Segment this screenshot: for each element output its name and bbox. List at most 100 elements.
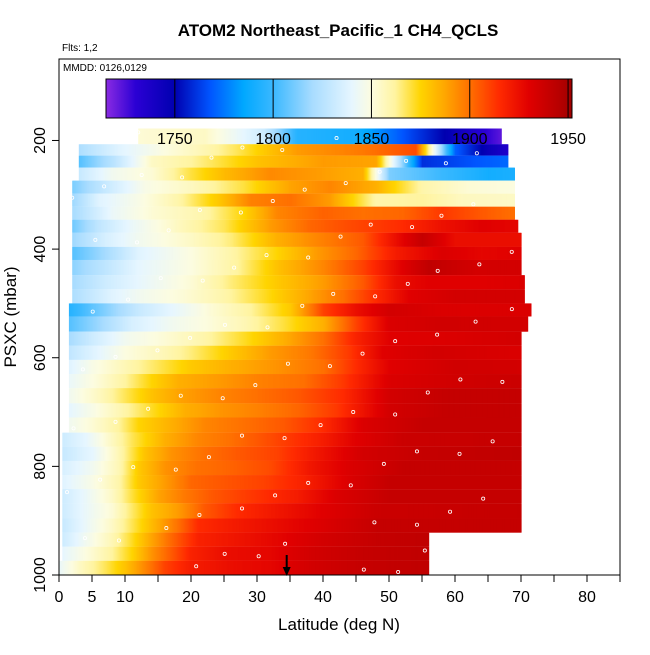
heatmap-cell xyxy=(197,167,199,181)
heatmap-cell xyxy=(172,206,174,220)
heatmap-cell xyxy=(478,155,481,168)
heatmap-cell xyxy=(223,206,225,220)
heatmap-cell xyxy=(103,275,105,290)
heatmap-cell xyxy=(294,246,297,260)
heatmap-cell xyxy=(445,193,448,207)
heatmap-cell xyxy=(104,155,107,168)
heatmap-cell xyxy=(135,167,138,181)
heatmap-cell xyxy=(83,206,85,220)
heatmap-cell xyxy=(488,155,491,168)
heatmap-cell xyxy=(248,219,251,233)
heatmap-cell xyxy=(276,246,279,260)
heatmap-cell xyxy=(81,193,84,207)
heatmap-cell xyxy=(314,259,316,276)
heatmap-cell xyxy=(506,193,509,207)
heatmap-cell xyxy=(210,193,213,207)
heatmap-cell xyxy=(179,193,182,207)
heatmap-cell xyxy=(518,246,520,260)
heatmap-cell xyxy=(300,167,303,181)
heatmap-cell xyxy=(234,144,236,156)
heatmap-cell xyxy=(464,128,466,145)
heatmap-cell xyxy=(182,144,184,156)
heatmap-cell xyxy=(248,259,250,276)
heatmap-cell xyxy=(469,144,471,156)
heatmap-cell xyxy=(368,206,371,220)
heatmap-cell xyxy=(294,155,296,168)
heatmap-cell xyxy=(247,144,249,156)
heatmap-cell xyxy=(452,167,455,181)
heatmap-cell xyxy=(301,232,304,247)
heatmap-cell xyxy=(375,232,378,247)
heatmap-cell xyxy=(106,180,108,194)
heatmap-cell xyxy=(507,246,509,260)
heatmap-cell xyxy=(209,155,211,168)
heatmap-cell xyxy=(346,259,349,276)
heatmap-cell xyxy=(291,246,294,260)
heatmap-cell xyxy=(329,128,331,145)
heatmap-cell xyxy=(285,193,287,207)
heatmap-cell xyxy=(211,193,214,207)
heatmap-cell xyxy=(207,155,209,168)
heatmap-cell xyxy=(150,275,153,290)
heatmap-cell xyxy=(148,219,150,233)
heatmap-cell xyxy=(123,193,125,207)
heatmap-cell xyxy=(382,232,385,247)
heatmap-cell xyxy=(244,193,246,207)
heatmap-cell xyxy=(349,193,351,207)
heatmap-cell xyxy=(444,193,447,207)
heatmap-cell xyxy=(187,275,189,290)
heatmap-cell xyxy=(429,219,432,233)
heatmap-cell xyxy=(436,219,439,233)
heatmap-cell xyxy=(166,219,169,233)
heatmap-cell xyxy=(192,193,195,207)
heatmap-cell xyxy=(344,144,347,156)
heatmap-cell xyxy=(287,219,289,233)
heatmap-cell xyxy=(99,167,102,181)
heatmap-cell xyxy=(219,219,221,233)
heatmap-cell xyxy=(312,206,314,220)
heatmap-cell xyxy=(389,193,392,207)
heatmap-cell xyxy=(245,144,247,156)
heatmap-cell xyxy=(126,167,129,181)
heatmap-cell xyxy=(357,144,360,156)
heatmap-cell xyxy=(228,155,230,168)
heatmap-cell xyxy=(178,259,180,276)
heatmap-cell xyxy=(206,128,208,145)
heatmap-cell xyxy=(197,128,199,145)
heatmap-cell xyxy=(347,219,350,233)
heatmap-cell xyxy=(461,246,464,260)
heatmap-cell xyxy=(467,219,470,233)
heatmap-cell xyxy=(238,144,240,156)
heatmap-cell xyxy=(153,155,155,168)
heatmap-cell xyxy=(491,144,494,156)
heatmap-cell xyxy=(491,246,493,260)
heatmap-cell xyxy=(183,180,185,194)
heatmap-cell xyxy=(451,144,453,156)
heatmap-cell xyxy=(99,193,102,207)
heatmap-cell xyxy=(129,193,131,207)
heatmap-cell xyxy=(269,259,272,276)
heatmap-cell xyxy=(353,128,355,145)
heatmap-cell xyxy=(250,128,253,145)
heatmap-cell xyxy=(511,206,513,220)
heatmap-cell xyxy=(78,180,80,194)
heatmap-cell xyxy=(491,155,494,168)
heatmap-cell xyxy=(495,193,498,207)
heatmap-cell xyxy=(225,219,228,233)
heatmap-cell xyxy=(437,193,440,207)
heatmap-cell xyxy=(191,275,194,290)
heatmap-cell xyxy=(505,206,507,220)
heatmap-cell xyxy=(213,275,216,290)
heatmap-cell xyxy=(385,232,388,247)
heatmap-cell xyxy=(100,167,103,181)
heatmap-cell xyxy=(78,219,80,233)
heatmap-cell xyxy=(124,246,126,260)
heatmap-cell xyxy=(209,167,211,181)
heatmap-cell xyxy=(182,128,185,145)
heatmap-cell xyxy=(229,246,232,260)
heatmap-cell xyxy=(359,193,361,207)
heatmap-cell xyxy=(423,259,426,276)
heatmap-cell xyxy=(483,259,486,276)
heatmap-cell xyxy=(165,180,168,194)
heatmap-cell xyxy=(227,167,230,181)
